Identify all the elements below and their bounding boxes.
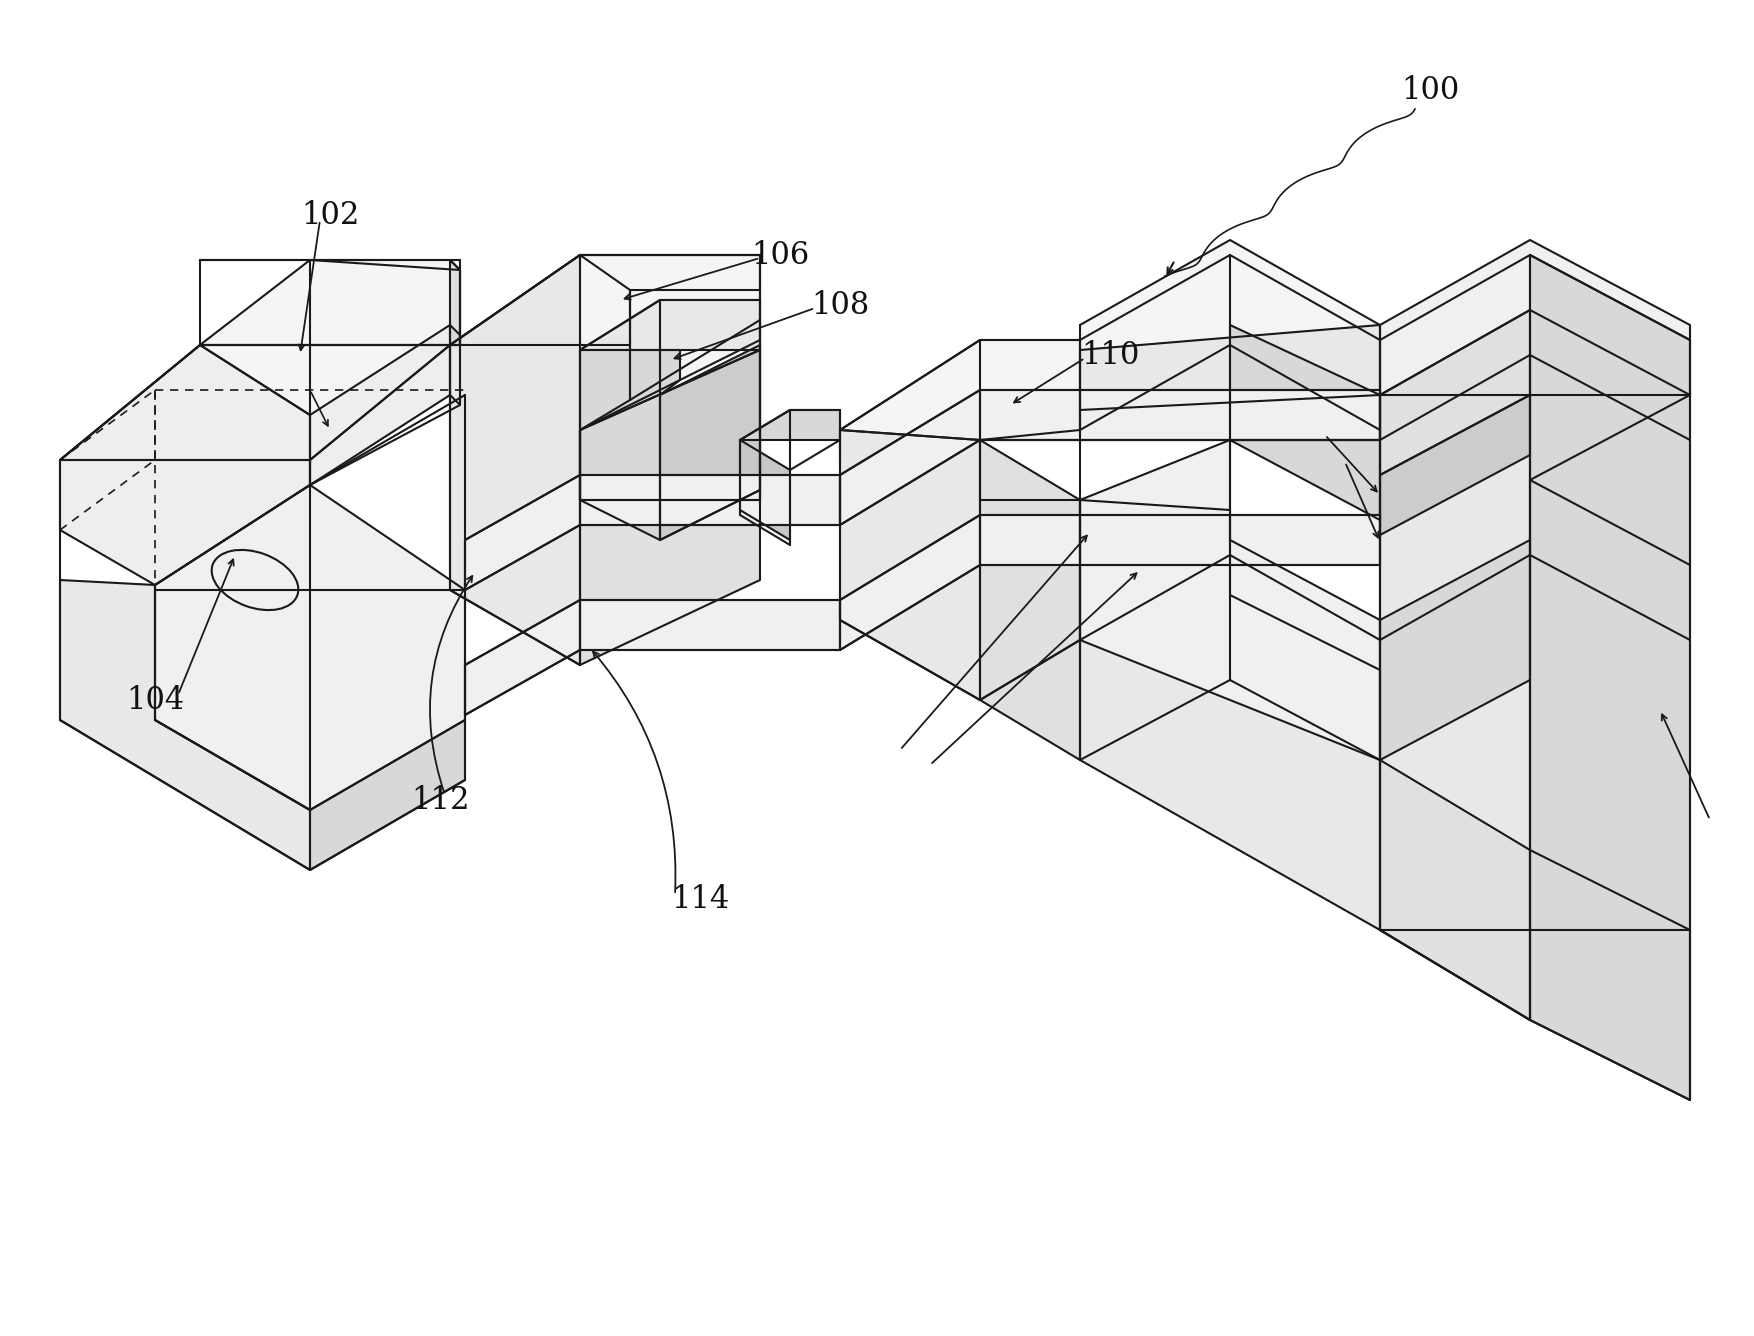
Polygon shape <box>1529 255 1691 1100</box>
Polygon shape <box>451 255 759 345</box>
Polygon shape <box>581 301 759 350</box>
Polygon shape <box>840 430 1080 700</box>
Polygon shape <box>310 325 451 485</box>
Polygon shape <box>840 514 1380 651</box>
Polygon shape <box>60 345 451 460</box>
Polygon shape <box>1230 325 1380 520</box>
Polygon shape <box>1380 395 1691 1019</box>
Polygon shape <box>451 325 460 405</box>
Polygon shape <box>1080 440 1380 760</box>
Polygon shape <box>1380 540 1529 760</box>
Polygon shape <box>740 440 789 540</box>
Polygon shape <box>1380 760 1529 1019</box>
Text: 108: 108 <box>810 290 870 321</box>
Polygon shape <box>1080 325 1380 410</box>
Polygon shape <box>1080 500 1380 930</box>
Polygon shape <box>1380 395 1529 534</box>
Polygon shape <box>581 255 759 500</box>
Polygon shape <box>740 410 840 440</box>
Polygon shape <box>60 580 310 870</box>
Text: 104: 104 <box>126 684 184 716</box>
Polygon shape <box>1380 310 1529 476</box>
Polygon shape <box>200 261 460 345</box>
Polygon shape <box>581 350 759 665</box>
Text: 106: 106 <box>751 239 809 270</box>
Polygon shape <box>451 261 460 345</box>
Text: 112: 112 <box>410 784 470 815</box>
Polygon shape <box>465 600 840 715</box>
Polygon shape <box>840 390 1380 525</box>
Text: 100: 100 <box>1401 75 1459 106</box>
Text: 110: 110 <box>1080 339 1138 370</box>
Polygon shape <box>581 350 681 540</box>
Polygon shape <box>60 345 310 585</box>
Polygon shape <box>840 339 1080 440</box>
Polygon shape <box>1080 240 1380 440</box>
Polygon shape <box>465 476 840 591</box>
Text: 102: 102 <box>302 199 360 231</box>
Polygon shape <box>980 440 1080 760</box>
Polygon shape <box>1380 240 1691 395</box>
Polygon shape <box>451 255 630 665</box>
Polygon shape <box>154 485 465 810</box>
Polygon shape <box>660 345 759 540</box>
Text: 114: 114 <box>670 884 730 915</box>
Polygon shape <box>310 720 465 870</box>
